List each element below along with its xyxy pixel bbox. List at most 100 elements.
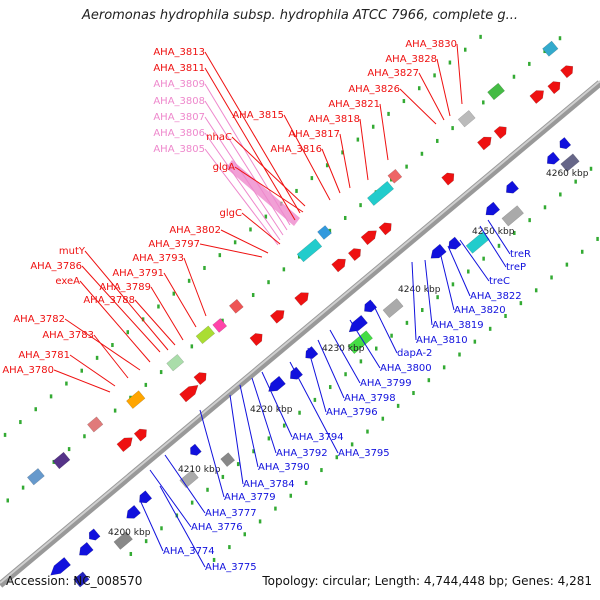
forward-gene[interactable] [493, 126, 507, 140]
gene-label[interactable]: dapA-2 [397, 348, 432, 359]
reverse-gene[interactable] [289, 366, 304, 380]
feature-box[interactable] [52, 451, 71, 470]
gene-label[interactable]: AHA_3796 [326, 407, 378, 418]
gene-label[interactable]: AHA_3805 [153, 144, 205, 155]
gene-label[interactable]: AHA_3806 [153, 128, 205, 139]
feature-box[interactable] [73, 571, 90, 588]
feature-box[interactable] [126, 390, 146, 409]
forward-gene[interactable] [529, 90, 545, 104]
gene-label[interactable]: AHA_3830 [405, 39, 457, 50]
gene-label[interactable]: AHA_3819 [432, 320, 484, 331]
gene-label[interactable]: treR [510, 249, 531, 260]
gene-label[interactable]: AHA_3817 [288, 129, 340, 140]
gene-label[interactable]: AHA_3807 [153, 112, 205, 123]
gene-label[interactable]: AHA_3782 [13, 314, 65, 325]
feature-box[interactable] [501, 205, 524, 227]
gene-label[interactable]: AHA_3815 [232, 110, 284, 121]
gene-label[interactable]: AHA_3781 [18, 350, 70, 361]
gene-label[interactable]: AHA_3780 [2, 365, 54, 376]
gene-label[interactable]: AHA_3813 [153, 47, 205, 58]
gene-label[interactable]: AHA_3826 [348, 84, 400, 95]
gene-label[interactable]: AHA_3788 [83, 295, 135, 306]
gene-label[interactable]: AHA_3794 [292, 432, 344, 443]
feature-box[interactable] [212, 318, 228, 333]
reverse-gene[interactable] [79, 541, 94, 556]
reverse-gene[interactable] [364, 299, 378, 313]
feature-box[interactable] [220, 452, 236, 468]
gene-label[interactable]: AHA_3795 [338, 448, 390, 459]
forward-gene[interactable] [560, 65, 574, 79]
forward-gene[interactable] [294, 292, 309, 307]
reverse-gene[interactable] [126, 504, 141, 519]
forward-gene[interactable] [547, 81, 561, 95]
gene-label[interactable]: mutY [59, 246, 86, 257]
reverse-gene[interactable] [448, 236, 462, 250]
gene-label[interactable]: AHA_3816 [270, 144, 322, 155]
gene-label[interactable]: treP [506, 262, 526, 273]
gene-label[interactable]: AHA_3779 [224, 492, 276, 503]
reverse-gene[interactable] [506, 180, 520, 194]
forward-gene[interactable] [269, 310, 285, 324]
gene-label[interactable]: AHA_3822 [470, 291, 522, 302]
feature-box[interactable] [296, 238, 323, 263]
gene-label[interactable]: AHA_3786 [30, 261, 82, 272]
gene-label[interactable]: nhaC [206, 132, 232, 143]
gene-label[interactable]: AHA_3775 [205, 562, 257, 573]
gene-label[interactable]: AHA_3793 [132, 253, 184, 264]
gene-label[interactable]: treC [489, 276, 510, 287]
gene-label[interactable]: AHA_3797 [148, 239, 200, 250]
gene-label[interactable]: AHA_3809 [153, 79, 205, 90]
gene-label[interactable]: AHA_3774 [163, 546, 215, 557]
forward-gene[interactable] [360, 230, 377, 246]
forward-gene[interactable] [477, 136, 492, 151]
gene-label[interactable]: AHA_3828 [385, 54, 437, 65]
forward-gene[interactable] [193, 372, 207, 386]
feature-box[interactable] [457, 110, 476, 128]
reverse-gene[interactable] [559, 136, 572, 150]
reverse-gene[interactable] [546, 151, 560, 165]
gene-label[interactable]: AHA_3784 [243, 479, 295, 490]
gene-label[interactable]: glgA [213, 162, 235, 173]
feature-box[interactable] [366, 180, 395, 206]
gene-label[interactable]: AHA_3790 [258, 462, 310, 473]
gene-label[interactable]: AHA_3802 [169, 225, 221, 236]
feature-box[interactable] [465, 231, 490, 254]
gene-label[interactable]: AHA_3820 [454, 305, 506, 316]
gene-label[interactable]: AHA_3783 [42, 330, 94, 341]
feature-box[interactable] [166, 353, 185, 372]
feature-box[interactable] [317, 225, 332, 240]
gene-label[interactable]: AHA_3777 [205, 508, 257, 519]
gene-label[interactable]: AHA_3798 [344, 393, 396, 404]
gene-label[interactable]: AHA_3792 [276, 448, 328, 459]
feature-box[interactable] [560, 153, 580, 173]
reverse-gene[interactable] [50, 556, 72, 576]
reverse-gene[interactable] [348, 314, 368, 333]
reverse-gene[interactable] [139, 490, 153, 504]
forward-gene[interactable] [378, 222, 392, 236]
forward-gene[interactable] [347, 248, 361, 262]
reverse-gene[interactable] [268, 375, 286, 392]
forward-gene[interactable] [249, 333, 263, 347]
feature-box[interactable] [487, 82, 506, 101]
gene-label[interactable]: AHA_3800 [380, 363, 432, 374]
feature-box[interactable] [87, 416, 104, 433]
reverse-gene[interactable] [190, 443, 202, 456]
forward-gene[interactable] [179, 384, 199, 403]
forward-gene[interactable] [441, 172, 455, 186]
gene-label[interactable]: AHA_3827 [367, 68, 419, 79]
gene-label[interactable]: AHA_3821 [328, 99, 380, 110]
reverse-gene[interactable] [430, 243, 447, 259]
feature-box[interactable] [542, 40, 559, 57]
forward-gene[interactable] [116, 437, 133, 453]
feature-box[interactable] [382, 298, 404, 319]
gene-label[interactable]: AHA_3776 [191, 522, 243, 533]
feature-box[interactable] [195, 325, 216, 345]
gene-label[interactable]: AHA_3811 [153, 63, 205, 74]
feature-box[interactable] [113, 531, 133, 550]
feature-box[interactable] [26, 468, 45, 486]
gene-label[interactable]: AHA_3810 [416, 335, 468, 346]
forward-gene[interactable] [331, 258, 346, 273]
feature-box[interactable] [228, 298, 244, 314]
gene-label[interactable]: glgC [220, 208, 242, 219]
